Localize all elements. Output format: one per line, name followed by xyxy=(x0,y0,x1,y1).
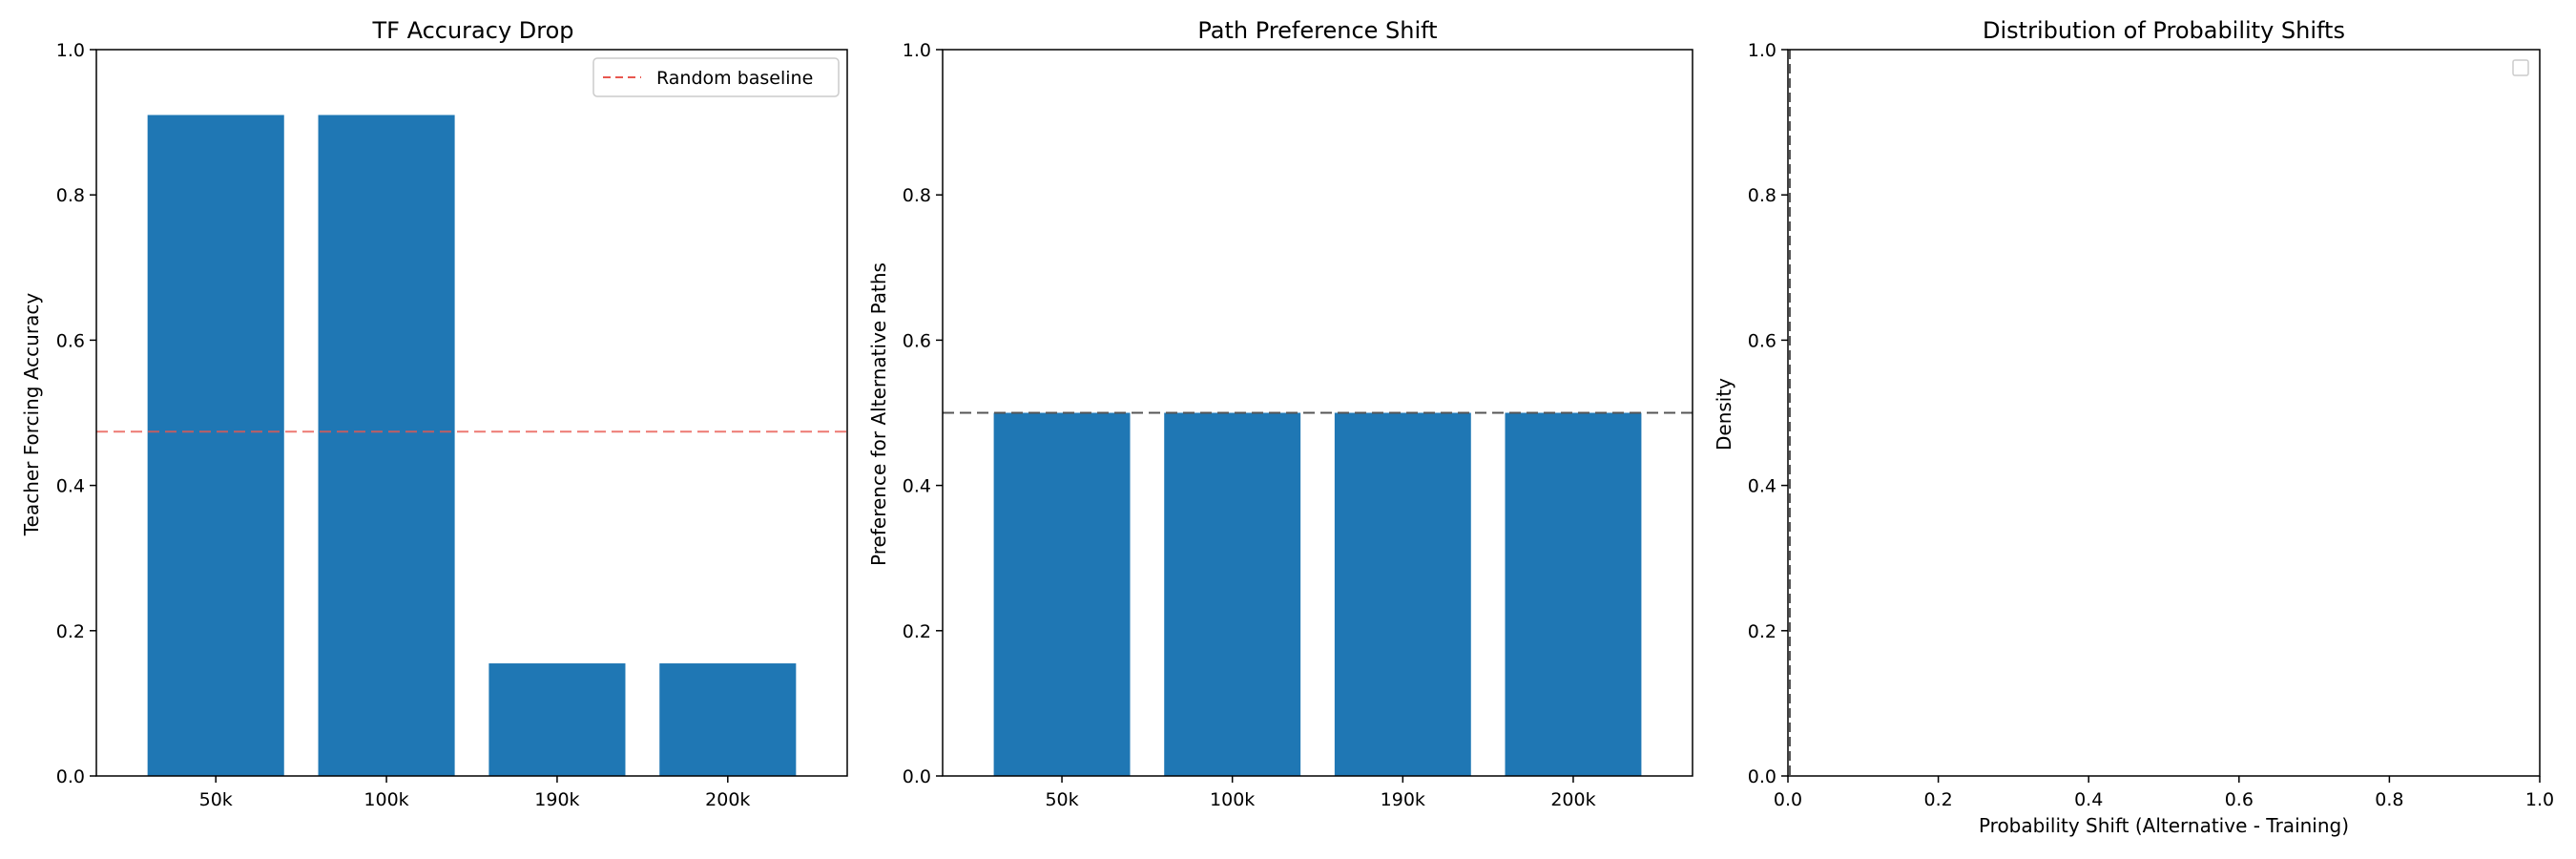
y-tick-label: 0.6 xyxy=(56,330,85,351)
bar-200k xyxy=(659,663,797,776)
y-tick-label: 0.0 xyxy=(1748,766,1776,787)
legend-box: Random baseline xyxy=(592,57,840,97)
legend-entry-random-baseline: Random baseline xyxy=(656,68,813,89)
bar-100k xyxy=(1164,412,1301,776)
legend-frame xyxy=(592,57,840,97)
y-tick-label: 0.6 xyxy=(903,330,931,351)
panel-tf-accuracy-drop: TF Accuracy Drop Teacher Forcing Accurac… xyxy=(20,17,848,810)
x-tick-label: 0.4 xyxy=(2074,789,2103,810)
y-tick-label: 0.2 xyxy=(1748,621,1776,642)
x-tick-label-100k: 100k xyxy=(364,789,408,810)
y-tick-label: 0.0 xyxy=(903,766,931,787)
y-tick-label: 0.2 xyxy=(903,621,931,642)
axes-frame xyxy=(942,49,1693,777)
bar-190k xyxy=(1334,412,1471,776)
y-tick-label: 1.0 xyxy=(1748,40,1776,61)
axes-frame xyxy=(95,49,848,777)
x-tick-label: 0.8 xyxy=(2375,789,2403,810)
x-tick-label: 1.0 xyxy=(2525,789,2554,810)
y-tick-label: 0.0 xyxy=(56,766,85,787)
x-tick-label-200k: 200k xyxy=(705,789,750,810)
panel-2-ylabel: Preference for Alternative Paths xyxy=(867,262,890,566)
bar-50k xyxy=(993,412,1131,776)
y-tick-label: 1.0 xyxy=(903,40,931,61)
x-tick-label-100k: 100k xyxy=(1210,789,1255,810)
panel-2-plot: 0.0 0.2 0.4 0.6 0.8 1.0 50k 100k 190k 200k xyxy=(903,40,1693,810)
x-tick-label: 0.2 xyxy=(1923,789,1952,810)
panel-1-plot: 0.0 0.2 0.4 0.6 0.8 1.0 50k 100k 190k 200k xyxy=(56,40,848,810)
x-tick-label: 0.0 xyxy=(1774,789,1802,810)
axes-frame xyxy=(1787,49,2541,777)
y-tick-label: 0.4 xyxy=(903,476,931,497)
bar-100k xyxy=(318,115,455,777)
x-tick-label-190k: 190k xyxy=(1381,789,1425,810)
y-tick-label: 0.8 xyxy=(56,185,85,206)
x-tick-label-50k: 50k xyxy=(199,789,233,810)
empty-legend-box xyxy=(2512,59,2529,76)
panel-1-title: TF Accuracy Drop xyxy=(371,17,573,44)
panel-3-title: Distribution of Probability Shifts xyxy=(1983,17,2345,44)
panel-1-ylabel: Teacher Forcing Accuracy xyxy=(20,293,43,537)
bar-50k xyxy=(147,115,284,777)
x-tick-label-190k: 190k xyxy=(534,789,579,810)
panel-distribution-of-probability-shifts: Distribution of Probability Shifts Densi… xyxy=(1713,17,2554,837)
x-tick-label-50k: 50k xyxy=(1045,789,1078,810)
panel-3-plot: 0.0 0.2 0.4 0.6 0.8 1.0 0.0 0.2 0.4 0.6 0.8 1.0 xyxy=(1748,40,2554,810)
panel-path-preference-shift: Path Preference Shift Preference for Alt… xyxy=(867,17,1693,810)
panel-3-ylabel: Density xyxy=(1713,378,1735,450)
y-tick-label: 0.8 xyxy=(903,185,931,206)
panel-2-title: Path Preference Shift xyxy=(1197,17,1437,44)
y-tick-label: 0.4 xyxy=(56,476,85,497)
y-tick-label: 0.6 xyxy=(1748,330,1776,351)
bar-200k xyxy=(1505,412,1642,776)
y-tick-label: 0.4 xyxy=(1748,476,1776,497)
y-tick-label: 0.8 xyxy=(1748,185,1776,206)
y-tick-label: 1.0 xyxy=(56,40,85,61)
bar-190k xyxy=(488,663,626,776)
x-tick-label-200k: 200k xyxy=(1550,789,1595,810)
x-tick-label: 0.6 xyxy=(2225,789,2254,810)
panel-3-xlabel: Probability Shift (Alternative - Trainin… xyxy=(1979,814,2349,837)
y-tick-label: 0.2 xyxy=(56,621,85,642)
